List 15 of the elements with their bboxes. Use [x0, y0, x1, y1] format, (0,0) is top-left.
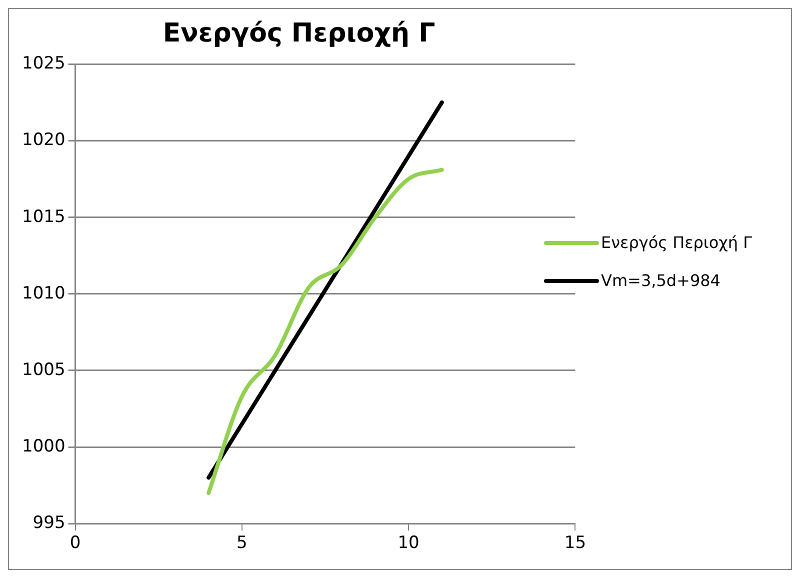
legend-label: Vm=3,5d+984	[600, 270, 720, 292]
y-tick-label: 1020	[22, 130, 66, 150]
legend-label: Ενεργός Περιοχή Γ	[600, 232, 752, 254]
x-tick-label: 0	[70, 533, 81, 554]
y-tick-label: 1025	[22, 54, 66, 74]
y-tick-label: 1015	[22, 206, 66, 227]
chart-title: Ενεργός Περιοχή Γ	[162, 18, 436, 48]
x-tick-label: 5	[236, 533, 248, 554]
y-tick-label: 1005	[22, 360, 66, 380]
y-tick-label: 1000	[22, 436, 66, 456]
line-series	[206, 168, 444, 495]
x-tick-label: 15	[564, 533, 586, 554]
y-tick-label: 1010	[22, 283, 66, 304]
y-tick-label: 995	[32, 513, 66, 534]
x-tick-label: 10	[398, 533, 420, 554]
